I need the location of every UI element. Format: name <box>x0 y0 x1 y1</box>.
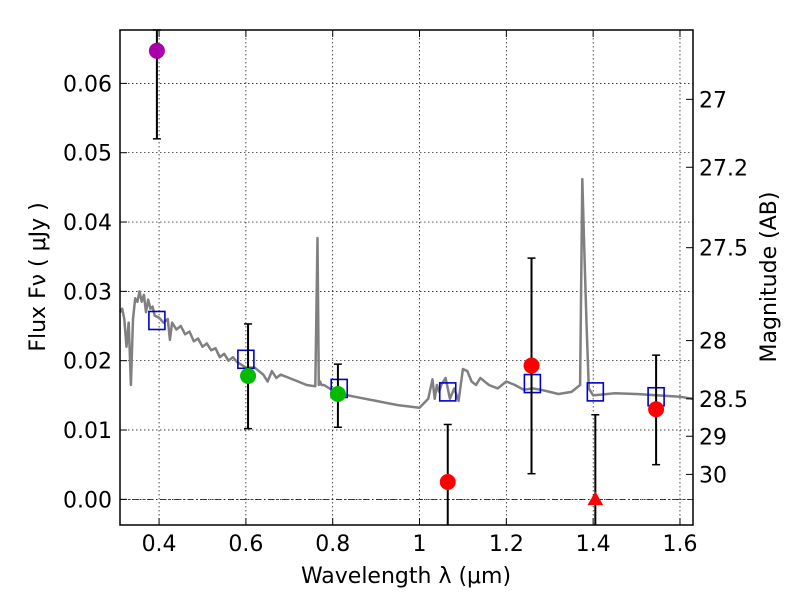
y-tick-label: 0.01 <box>63 419 112 444</box>
observation-point <box>523 357 540 374</box>
observation-point <box>648 401 665 418</box>
x-tick-label: 1 <box>413 532 427 557</box>
y-tick-label: 0.00 <box>63 488 112 513</box>
observation-point <box>329 385 346 402</box>
y-tick-label: 0.05 <box>63 142 112 167</box>
x-tick-label: 1.6 <box>662 532 697 557</box>
plot-area <box>120 30 693 525</box>
observation-point <box>439 474 456 491</box>
axes: 0.4 0.6 0.8 1 1.2 1.4 1.6 0.00 0.01 0.02 0.03 0.04 0… <box>63 30 748 557</box>
sed-curve <box>118 177 694 410</box>
observations <box>148 29 665 525</box>
y-axis-label: Flux Fν ( μJy ) <box>26 202 51 351</box>
x-tick-label: 1.4 <box>576 532 611 557</box>
x-tick-label: 0.6 <box>228 532 263 557</box>
x-axis-label: Wavelength λ (μm) <box>301 564 511 589</box>
y-tick-label: 0.03 <box>63 280 112 305</box>
model-point <box>438 382 457 402</box>
mag-tick-label: 29 <box>699 425 727 450</box>
observation-point <box>148 42 165 59</box>
mag-tick-label: 30 <box>699 463 727 488</box>
x-tick-label: 0.4 <box>142 532 177 557</box>
y2-axis-label: Magnitude (AB) <box>757 192 782 363</box>
mag-tick-label: 28 <box>699 330 727 355</box>
observation-upper-limit <box>587 491 604 506</box>
mag-tick-label: 28.5 <box>699 388 748 413</box>
model-point <box>586 382 605 402</box>
model-point <box>148 310 166 331</box>
mag-tick-label: 27 <box>699 88 727 113</box>
sed-model <box>118 177 694 410</box>
x-tick-label: 1.2 <box>489 532 524 557</box>
observation-point <box>240 367 257 384</box>
x-tick-label: 0.8 <box>315 532 350 557</box>
plot-frame <box>119 29 694 526</box>
y-tick-label: 0.02 <box>63 350 112 375</box>
mag-tick-label: 27.2 <box>699 156 748 181</box>
y-tick-label: 0.06 <box>63 72 112 97</box>
y-tick-label: 0.04 <box>63 211 112 236</box>
mag-tick-label: 27.5 <box>699 237 748 262</box>
